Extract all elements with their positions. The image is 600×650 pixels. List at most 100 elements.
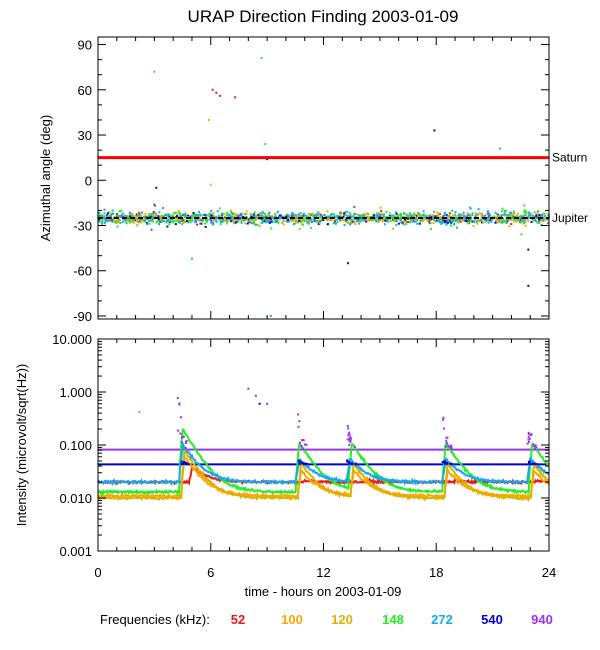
azimuth-data-point bbox=[252, 215, 255, 218]
azimuth-data-point bbox=[228, 213, 231, 216]
intensity-burst-point-540 bbox=[354, 463, 357, 466]
saturn-reference-label: Saturn bbox=[552, 151, 587, 165]
intensity-burst-point-940 bbox=[348, 444, 351, 447]
azimuth-data-point bbox=[391, 215, 394, 218]
azimuth-data-point bbox=[239, 214, 242, 217]
azimuth-data-point bbox=[349, 215, 352, 218]
azimuth-data-point bbox=[499, 220, 502, 223]
azimuth-data-point bbox=[119, 221, 122, 224]
azimuth-data-point bbox=[484, 218, 487, 221]
azimuth-data-point bbox=[296, 221, 299, 224]
azimuth-data-point bbox=[268, 211, 271, 214]
azimuth-data-point bbox=[540, 219, 543, 222]
azimuth-data-point bbox=[426, 215, 429, 218]
azimuth-outlier-point bbox=[260, 57, 263, 60]
azimuth-data-point bbox=[237, 215, 240, 218]
azimuth-outlier-point bbox=[155, 186, 158, 189]
azimuth-data-point bbox=[310, 214, 313, 217]
azimuth-data-point bbox=[536, 212, 539, 215]
azimuth-data-point bbox=[295, 220, 298, 223]
intensity-burst-point-940 bbox=[532, 443, 535, 446]
azimuth-data-point bbox=[468, 222, 471, 225]
azimuth-data-point bbox=[470, 220, 473, 223]
azimuth-data-point bbox=[500, 221, 503, 224]
azimuth-data-point bbox=[150, 217, 153, 220]
azimuth-data-point bbox=[512, 213, 515, 216]
azimuth-data-point bbox=[118, 209, 121, 212]
azimuth-data-point bbox=[510, 214, 513, 217]
azimuth-data-point bbox=[220, 215, 223, 218]
intensity-burst-point-940 bbox=[442, 416, 445, 419]
intensity-burst-point-940 bbox=[300, 445, 303, 448]
intensity-burst-point-540 bbox=[302, 462, 305, 465]
azimuth-data-point bbox=[358, 222, 361, 225]
azimuth-data-point bbox=[206, 218, 209, 221]
azimuth-data-point bbox=[451, 214, 454, 217]
azimuth-data-point bbox=[139, 219, 142, 222]
azimuth-outlier-point bbox=[211, 88, 214, 91]
azimuth-data-point bbox=[450, 221, 453, 224]
azimuth-data-point bbox=[544, 218, 547, 221]
intensity-ytick-label: 0.001 bbox=[59, 544, 92, 559]
intensity-ytick-label: 1.000 bbox=[59, 385, 92, 400]
azimuth-data-point bbox=[339, 215, 342, 218]
azimuth-data-point bbox=[281, 221, 284, 224]
azimuth-data-point bbox=[446, 214, 449, 217]
azimuth-data-point bbox=[466, 212, 469, 215]
azimuth-data-point bbox=[302, 223, 305, 226]
azimuth-data-point bbox=[436, 211, 439, 214]
azimuth-data-point bbox=[203, 213, 206, 216]
azimuth-data-point bbox=[538, 219, 541, 222]
legend-item-100: 100 bbox=[281, 612, 303, 627]
azimuth-data-point bbox=[245, 215, 248, 218]
azimuth-data-point bbox=[315, 214, 318, 217]
azimuth-data-point bbox=[379, 206, 382, 209]
azimuth-data-point bbox=[434, 215, 437, 218]
intensity-burst-point-540 bbox=[187, 463, 190, 466]
azimuth-data-point bbox=[488, 215, 491, 218]
legend-label: Frequencies (kHz): bbox=[100, 612, 210, 627]
intensity-burst-point-540 bbox=[182, 463, 185, 466]
azimuth-data-point bbox=[508, 211, 511, 214]
azimuth-data-point bbox=[363, 213, 366, 216]
intensity-burst-point-940 bbox=[185, 441, 188, 444]
azimuth-data-point bbox=[390, 216, 393, 219]
azimuth-data-point bbox=[519, 221, 522, 224]
intensity-burst-point-540 bbox=[299, 462, 302, 465]
azimuth-data-point bbox=[514, 219, 517, 222]
azimuth-data-point bbox=[352, 215, 355, 218]
intensity-burst-point-940 bbox=[535, 446, 538, 449]
azimuth-data-point bbox=[319, 218, 322, 221]
azimuth-data-point bbox=[241, 218, 244, 221]
intensity-burst-point-940 bbox=[349, 436, 352, 439]
azimuth-data-point bbox=[495, 218, 498, 221]
azimuth-data-point bbox=[137, 220, 140, 223]
azimuth-data-point bbox=[239, 219, 242, 222]
azimuth-data-point bbox=[291, 215, 294, 218]
azimuth-data-point bbox=[339, 213, 342, 216]
azimuth-data-point bbox=[204, 218, 207, 221]
azimuth-data-point bbox=[231, 211, 234, 214]
azimuth-data-point bbox=[264, 216, 267, 219]
azimuth-data-point bbox=[484, 219, 487, 222]
azimuth-data-point bbox=[416, 222, 419, 225]
azimuth-data-point bbox=[302, 214, 305, 217]
azimuth-data-point bbox=[199, 218, 202, 221]
azimuth-data-point bbox=[218, 207, 221, 210]
azimuth-data-point bbox=[238, 217, 241, 220]
azimuth-data-point bbox=[352, 220, 355, 223]
azimuth-data-point bbox=[474, 212, 477, 215]
azimuth-data-point bbox=[414, 220, 417, 223]
azimuth-data-point bbox=[332, 215, 335, 218]
azimuth-data-point bbox=[113, 220, 116, 223]
azimuth-data-point bbox=[247, 220, 250, 223]
azimuth-data-point bbox=[305, 219, 308, 222]
azimuth-data-point bbox=[399, 217, 402, 220]
azimuth-data-point bbox=[263, 220, 266, 223]
azimuth-data-point bbox=[229, 209, 232, 212]
azimuth-data-point bbox=[197, 215, 200, 218]
azimuth-data-point bbox=[376, 219, 379, 222]
azimuth-data-point bbox=[146, 223, 149, 226]
azimuth-data-point bbox=[235, 221, 238, 224]
intensity-burst-point-540 bbox=[297, 459, 300, 462]
